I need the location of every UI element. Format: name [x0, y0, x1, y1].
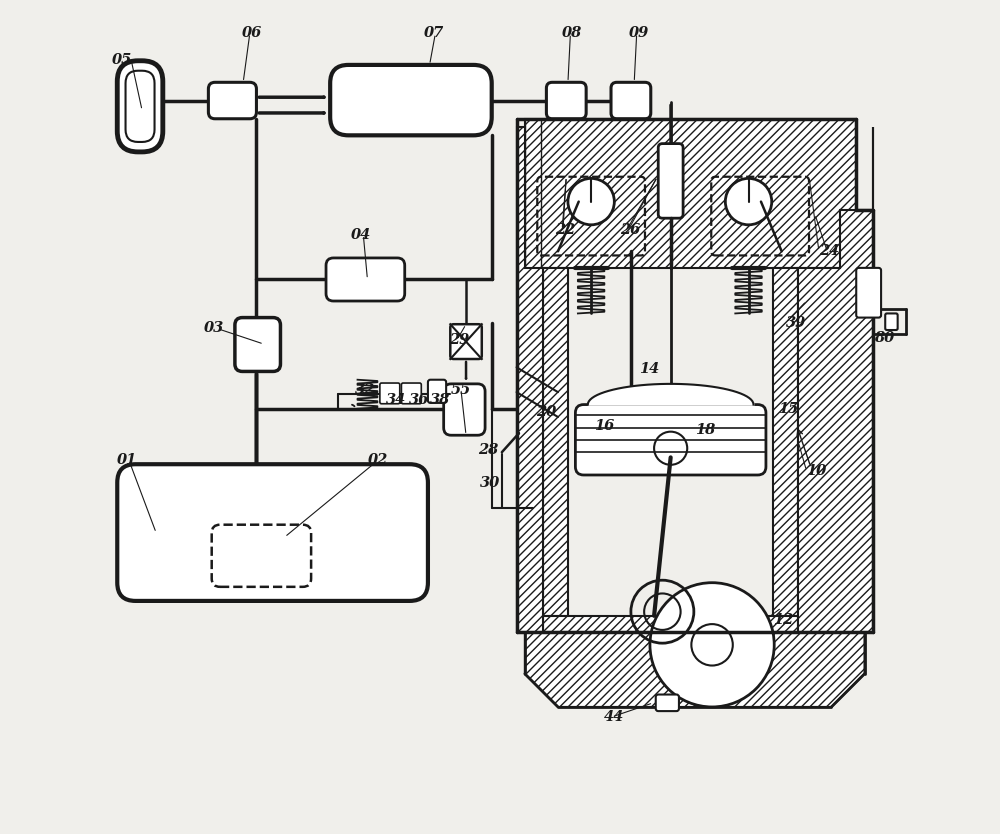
Text: 39: 39: [786, 315, 806, 329]
Text: 55: 55: [450, 384, 471, 398]
Circle shape: [725, 178, 772, 225]
Text: 10: 10: [807, 464, 827, 478]
Text: 34: 34: [386, 394, 406, 408]
Text: 16: 16: [594, 420, 615, 433]
FancyBboxPatch shape: [212, 525, 311, 587]
FancyBboxPatch shape: [546, 83, 586, 118]
FancyBboxPatch shape: [450, 324, 482, 359]
Text: 01: 01: [117, 453, 138, 467]
Text: 36: 36: [409, 394, 429, 408]
Text: 12: 12: [773, 613, 794, 627]
FancyBboxPatch shape: [428, 379, 446, 403]
Text: 09: 09: [628, 27, 649, 40]
Text: 38: 38: [430, 394, 450, 408]
Text: 32: 32: [355, 383, 375, 397]
Polygon shape: [543, 268, 568, 615]
Text: 20: 20: [536, 405, 556, 419]
Text: 44: 44: [604, 710, 624, 724]
FancyBboxPatch shape: [126, 71, 155, 142]
Text: 08: 08: [562, 27, 582, 40]
FancyBboxPatch shape: [401, 383, 421, 404]
FancyBboxPatch shape: [444, 384, 485, 435]
Polygon shape: [525, 118, 873, 301]
Text: 24: 24: [819, 244, 839, 259]
Text: 03: 03: [204, 321, 224, 335]
FancyBboxPatch shape: [117, 465, 428, 601]
FancyBboxPatch shape: [208, 83, 256, 118]
Text: 18: 18: [695, 424, 715, 437]
Polygon shape: [525, 118, 541, 268]
Polygon shape: [517, 127, 543, 632]
FancyBboxPatch shape: [856, 268, 881, 318]
Text: 29: 29: [449, 333, 469, 347]
Polygon shape: [798, 127, 873, 632]
Text: 15: 15: [778, 402, 799, 415]
Text: 28: 28: [478, 443, 498, 457]
FancyBboxPatch shape: [117, 61, 163, 152]
FancyBboxPatch shape: [235, 318, 280, 371]
Text: 80: 80: [874, 331, 894, 345]
Text: 07: 07: [424, 27, 444, 40]
Polygon shape: [525, 632, 865, 707]
Text: 14: 14: [639, 362, 659, 376]
Text: 06: 06: [242, 27, 262, 40]
Text: 22: 22: [556, 223, 576, 237]
FancyBboxPatch shape: [575, 404, 766, 475]
Text: 02: 02: [367, 453, 388, 467]
FancyBboxPatch shape: [611, 83, 651, 118]
FancyBboxPatch shape: [885, 314, 898, 330]
Text: 04: 04: [351, 228, 371, 242]
Circle shape: [650, 583, 774, 707]
FancyBboxPatch shape: [380, 383, 400, 404]
Circle shape: [568, 178, 614, 225]
FancyBboxPatch shape: [656, 695, 679, 711]
Text: 30: 30: [480, 476, 500, 490]
FancyBboxPatch shape: [326, 258, 405, 301]
Text: 05: 05: [112, 53, 133, 67]
FancyBboxPatch shape: [330, 65, 492, 135]
FancyBboxPatch shape: [658, 143, 683, 219]
Polygon shape: [773, 268, 798, 615]
Polygon shape: [543, 615, 798, 632]
Text: 26: 26: [620, 223, 640, 237]
